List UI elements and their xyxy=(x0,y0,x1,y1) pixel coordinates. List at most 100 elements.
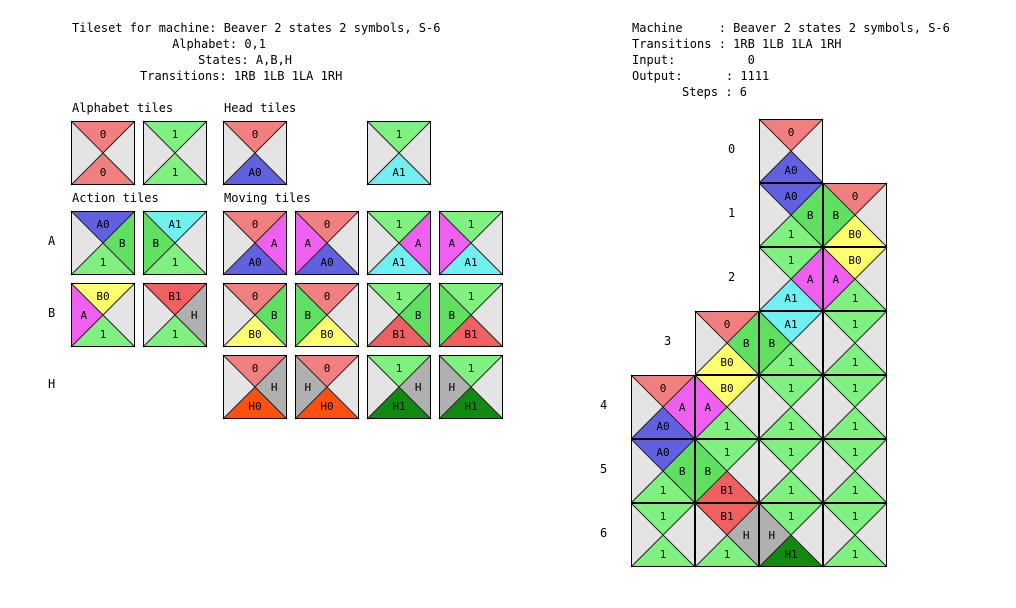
tile-t-label: 0 xyxy=(324,290,331,303)
tile-t-triangle xyxy=(823,247,887,279)
tile-l-triangle xyxy=(71,121,103,185)
tile-t-triangle xyxy=(295,211,359,243)
tile-r-triangle xyxy=(727,311,759,375)
tile-t-label: 0 xyxy=(252,362,259,375)
tile-t-label: B0 xyxy=(848,254,861,267)
row-label-b: B xyxy=(48,306,56,320)
tile-b-label: B1 xyxy=(464,328,477,341)
tile-b-triangle xyxy=(223,243,287,275)
tile-b-triangle xyxy=(367,243,431,275)
tile-t-label: 1 xyxy=(396,362,403,375)
tile-t-triangle xyxy=(71,121,135,153)
tile-r-triangle xyxy=(399,211,431,275)
tile-b-label: 1 xyxy=(100,256,107,269)
tile-b-triangle xyxy=(759,471,823,503)
tiling-g-6-1: B1 H1 xyxy=(694,502,760,568)
tile-l-triangle xyxy=(695,311,727,375)
tile-b-triangle xyxy=(143,243,207,275)
tile-b-label: B0 xyxy=(320,328,333,341)
tile-r-triangle xyxy=(255,121,287,185)
step-label-1: 1 xyxy=(728,206,736,220)
tile-t-triangle xyxy=(823,311,887,343)
tile-t-triangle xyxy=(223,121,287,153)
row-label-a: A xyxy=(48,234,56,248)
tile-l-triangle xyxy=(759,375,791,439)
tile-b-label: B1 xyxy=(392,328,405,341)
tile-l-triangle xyxy=(695,503,727,567)
tile-l-triangle xyxy=(223,121,255,185)
tile-r-label: B xyxy=(415,309,422,322)
tile-t-label: B1 xyxy=(720,510,733,523)
tile-b-label: A0 xyxy=(248,166,261,179)
tile-b-triangle xyxy=(71,243,135,275)
tiling-g-2-2: 1A A1 xyxy=(758,246,824,312)
tile-t-label: 1 xyxy=(724,446,731,459)
tile-r-triangle xyxy=(399,355,431,419)
tile-b-triangle xyxy=(295,243,359,275)
tile-t-triangle xyxy=(631,503,695,535)
tile-l-triangle xyxy=(367,211,399,275)
tile-b-triangle xyxy=(695,407,759,439)
tile-r-label: B xyxy=(679,465,686,478)
step-label-2: 2 xyxy=(728,270,736,284)
tile-t-label: 1 xyxy=(396,290,403,303)
tile-r-triangle xyxy=(663,375,695,439)
tile-t-triangle xyxy=(439,283,503,315)
tile-t-label: 1 xyxy=(396,128,403,141)
tile-l-triangle xyxy=(759,183,791,247)
tile-t-label: 1 xyxy=(852,318,859,331)
tile-t-label: 1 xyxy=(788,254,795,267)
tile-r-triangle xyxy=(103,211,135,275)
step-label-4: 4 xyxy=(600,398,608,412)
tile-b-triangle xyxy=(823,471,887,503)
tiling-g-3-1: 0B B0 xyxy=(694,310,760,376)
tile-r-label: H xyxy=(415,381,422,394)
tile-r-label: B xyxy=(271,309,278,322)
tileset-move-h-4: 1 H1 H xyxy=(438,354,504,420)
tileset-action-b0: B0 1A xyxy=(70,282,136,348)
tile-b-triangle xyxy=(71,315,135,347)
tileset-move-b-3: 1B B1 xyxy=(366,282,432,348)
tile-b-label: B0 xyxy=(248,328,261,341)
tile-b-label: H0 xyxy=(248,400,261,413)
tile-b-label: A1 xyxy=(464,256,477,269)
tile-b-triangle xyxy=(631,471,695,503)
tileset-move-h-1: 0H H0 xyxy=(222,354,288,420)
tile-b-label: 1 xyxy=(788,356,795,369)
tile-l-label: B xyxy=(152,237,159,250)
tile-t-label: A1 xyxy=(168,218,181,231)
tile-b-label: 1 xyxy=(724,548,731,561)
step-label-6: 6 xyxy=(600,526,608,540)
tiling-g-6-3: 11 xyxy=(822,502,888,568)
tile-r-triangle xyxy=(791,503,823,567)
action-tiles-label: Action tiles xyxy=(72,191,159,205)
input-line: Input: 0 xyxy=(632,53,755,67)
tile-t-triangle xyxy=(759,119,823,151)
tile-l-triangle xyxy=(823,311,855,375)
states-line: States: A,B,H xyxy=(198,53,292,67)
tile-b-label: A1 xyxy=(392,166,405,179)
tiling-g-5-1: 1 B1 B xyxy=(694,438,760,504)
tileset-move-b-2: 0 B0 B xyxy=(294,282,360,348)
tileset-move-b-4: 1 B1 B xyxy=(438,282,504,348)
tile-b-triangle xyxy=(223,315,287,347)
tile-t-triangle xyxy=(295,283,359,315)
tile-r-triangle xyxy=(727,439,759,503)
tile-t-triangle xyxy=(695,439,759,471)
tile-t-triangle xyxy=(367,355,431,387)
tile-r-triangle xyxy=(255,211,287,275)
tile-b-label: 1 xyxy=(660,548,667,561)
tile-b-label: 1 xyxy=(724,420,731,433)
tile-b-label: H1 xyxy=(784,548,797,561)
tileset-move-a-2: 0 A0 A xyxy=(294,210,360,276)
tile-b-label: A1 xyxy=(392,256,405,269)
tile-r-triangle xyxy=(855,183,887,247)
tile-l-triangle xyxy=(823,439,855,503)
tile-r-triangle xyxy=(727,503,759,567)
tile-b-label: H1 xyxy=(464,400,477,413)
tile-t-triangle xyxy=(367,121,431,153)
tile-t-triangle xyxy=(759,503,823,535)
tile-b-triangle xyxy=(823,535,887,567)
tiling-g-1-3: 0 B0 B xyxy=(822,182,888,248)
tiling-g-0-2: 0 A0 xyxy=(758,118,824,184)
